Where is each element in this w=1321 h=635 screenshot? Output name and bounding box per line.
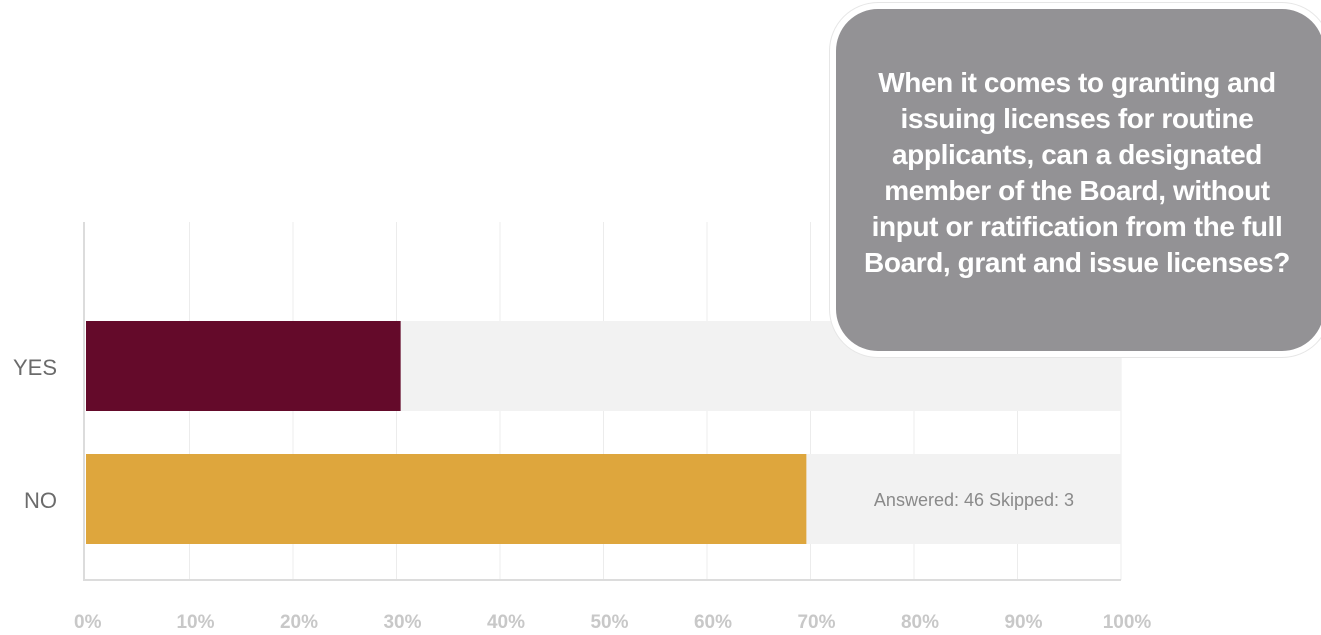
- category-label: YES: [13, 355, 57, 380]
- tick-label: 80%: [901, 612, 939, 633]
- tick-label: 100%: [1103, 612, 1152, 633]
- tick-label: 90%: [1004, 612, 1042, 633]
- question-text: When it comes to granting and issuing li…: [864, 67, 1290, 278]
- tick-label: 60%: [694, 612, 732, 633]
- tick-label: 30%: [383, 612, 421, 633]
- question-callout: When it comes to granting and issuing li…: [830, 3, 1321, 357]
- tick-label: 70%: [797, 612, 835, 633]
- category-label: NO: [24, 488, 57, 513]
- response-count: Answered: 46 Skipped: 3: [874, 490, 1074, 510]
- tick-label: 40%: [487, 612, 525, 633]
- tick-label: 50%: [590, 612, 628, 633]
- tick-label: 20%: [280, 612, 318, 633]
- tick-label: 10%: [176, 612, 214, 633]
- bar-no: [86, 454, 807, 544]
- bar-yes: [86, 321, 401, 411]
- tick-label: 0%: [74, 612, 102, 633]
